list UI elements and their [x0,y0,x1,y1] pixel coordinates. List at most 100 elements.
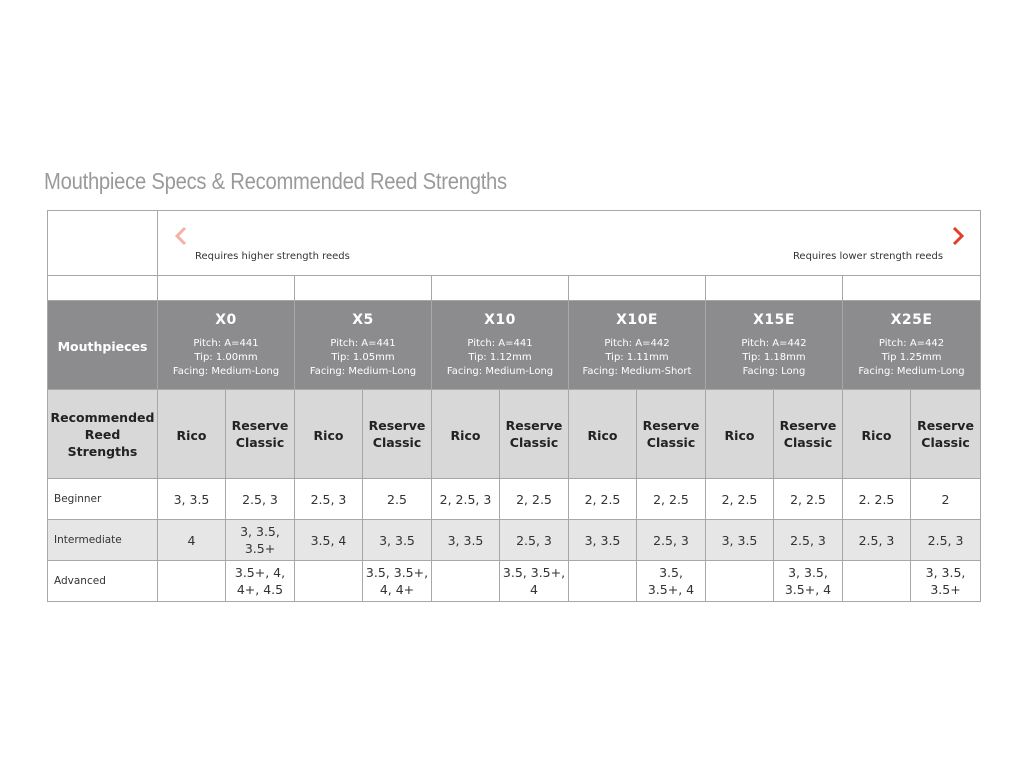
strength-cell: 3, 3.5 [362,519,432,561]
mouthpiece-specs-table: Requires higher strength reeds Requires … [47,210,982,602]
recommended-strengths-row: Recommended Reed Strengths Rico Reserve Cl… [47,389,982,479]
strength-cell [568,560,637,602]
strength-cell: 3, 3.5 [568,519,637,561]
brand-rico-cell: Rico [294,389,363,479]
recommended-label-line: Reed [84,426,121,442]
brand-reserve-classic-label: Classic [783,435,833,450]
spec-pitch: Pitch: A=442 [604,337,670,349]
brand-reserve-classic-label: Reserve [642,418,700,433]
strength-cell: 3.5, 4 [294,519,363,561]
spec-facing: Facing: Medium-Long [309,365,417,377]
table-row-advanced: Advanced 3.5+, 4, 4+, 4.5 3.5, 3.5+, 4, 4+ 3.… [47,560,982,602]
strength-cell [705,560,774,602]
strength-cell: 2, 2.5 [499,478,569,520]
strength-cell: 2.5, 3 [225,478,295,520]
brand-rico-cell: Rico [568,389,637,479]
spec-pitch: Pitch: A=442 [878,337,945,349]
spec-pitch: Pitch: A=441 [330,337,396,349]
spec-tip: Tip: 1.12mm [468,351,532,363]
model-name: X15E [753,311,795,328]
spec-tip: Tip: 1.11mm [605,351,669,363]
strength-cell: 3, 3.5, 3.5+, 4 [773,560,843,602]
spacer-row [47,275,982,301]
brand-rico-cell: Rico [842,389,911,479]
strength-cell: 3.5, 3.5+, 4, 4+ [362,560,432,602]
table-row-beginner: Beginner 3, 3.5 2.5, 3 2.5, 3 2.5 2, 2.5, 3 2,… [47,478,982,520]
brand-rico-label: Rico [587,427,618,443]
strength-cell: 2.5, 3 [842,519,911,561]
brand-reserve-classic-label: Classic [509,435,559,450]
mouthpiece-cell-x0: X0 Pitch: A=441 Tip: 1.00mm Facing: Medium-… [157,300,295,390]
mouthpieces-label-text: Mouthpieces [57,338,148,354]
row-label: Intermediate [47,519,158,561]
mouthpiece-cell-x15e: X15E Pitch: A=442 Tip: 1.18mm Facing: Long [705,300,843,390]
mouthpiece-cell-x10: X10 Pitch: A=441 Tip: 1.12mm Facing: Medium… [431,300,569,390]
recommended-label-line: Recommended [50,409,155,425]
row-label: Advanced [47,560,158,602]
strength-cell: 3.5, 3.5+, 4 [636,560,706,602]
strength-cell: 2 [909,478,982,520]
strength-value-line: 3.5+, 4 [784,582,832,597]
spec-tip: Tip: 1.05mm [331,351,395,363]
spacer-cell [47,275,158,301]
brand-reserve-classic-cell: Reserve Classic [773,389,843,479]
strength-cell [431,560,500,602]
brand-reserve-classic-cell: Reserve Classic [636,389,706,479]
model-name: X0 [215,311,237,328]
strength-cell: 2.5, 3 [636,519,706,561]
strength-arrow-row: Requires higher strength reeds Requires … [47,210,982,276]
spec-facing: Facing: Long [742,365,806,377]
brand-rico-cell: Rico [431,389,500,479]
strength-cell: 3, 3.5 [431,519,500,561]
brand-reserve-classic-label: Reserve [368,418,426,433]
mouthpieces-label: Mouthpieces [47,300,158,390]
mouthpiece-cell-x25e: X25E Pitch: A=442 Tip 1.25mm Facing: Medium… [841,300,982,390]
strength-cell: 2.5 [362,478,432,520]
spec-tip: Tip: 1.18mm [742,351,806,363]
brand-reserve-classic-label: Classic [372,435,422,450]
strength-cell: 2.5, 3 [294,478,363,520]
strength-cell: 3, 3.5, 3.5+ [909,560,982,602]
strength-cell [157,560,226,602]
strength-value-line: 3.5+, 4, [234,565,286,580]
brand-reserve-classic-label: Reserve [231,418,289,433]
brand-reserve-classic-cell: Reserve Classic [909,389,982,479]
strength-value-line: 3.5, [659,565,683,580]
strength-cell [294,560,363,602]
strength-cell: 2, 2.5 [568,478,637,520]
spec-tip: Tip: 1.00mm [194,351,258,363]
model-name: X25E [890,311,933,328]
brand-reserve-classic-label: Reserve [917,418,974,433]
spacer-cell [841,275,982,301]
brand-reserve-classic-cell: Reserve Classic [362,389,432,479]
model-name: X10E [616,311,658,328]
strength-value-line: 3.5+, 4 [647,582,695,597]
brand-reserve-classic-label: Classic [921,435,970,450]
brand-reserve-classic-cell: Reserve Classic [225,389,295,479]
spacer-cell [568,275,706,301]
spec-tip: Tip 1.25mm [881,351,942,363]
strength-cell: 2.5, 3 [773,519,843,561]
brand-rico-label: Rico [176,427,207,443]
strength-value-line: 3.5+ [244,541,276,556]
strength-cell: 3.5, 3.5+, 4 [499,560,569,602]
brand-rico-label: Rico [724,427,755,443]
row-label: Beginner [47,478,158,520]
spec-facing: Facing: Medium-Long [172,365,280,377]
spacer-cell [431,275,569,301]
strength-cell: 3.5+, 4, 4+, 4.5 [225,560,295,602]
spec-facing: Facing: Medium-Short [582,365,692,377]
brand-rico-cell: Rico [705,389,774,479]
strength-cell: 2, 2.5 [773,478,843,520]
spacer-cell [294,275,432,301]
spec-facing: Facing: Medium-Long [858,365,965,377]
strength-value-line: 4, 4+ [379,582,415,597]
brand-reserve-classic-cell: Reserve Classic [499,389,569,479]
model-name: X10 [484,311,516,328]
strength-value-line: 3, 3.5, [925,565,966,580]
model-name: X5 [352,311,374,328]
recommended-label: Recommended Reed Strengths [47,389,158,479]
spacer-cell [157,275,295,301]
brand-rico-label: Rico [450,427,481,443]
spec-pitch: Pitch: A=442 [741,337,807,349]
